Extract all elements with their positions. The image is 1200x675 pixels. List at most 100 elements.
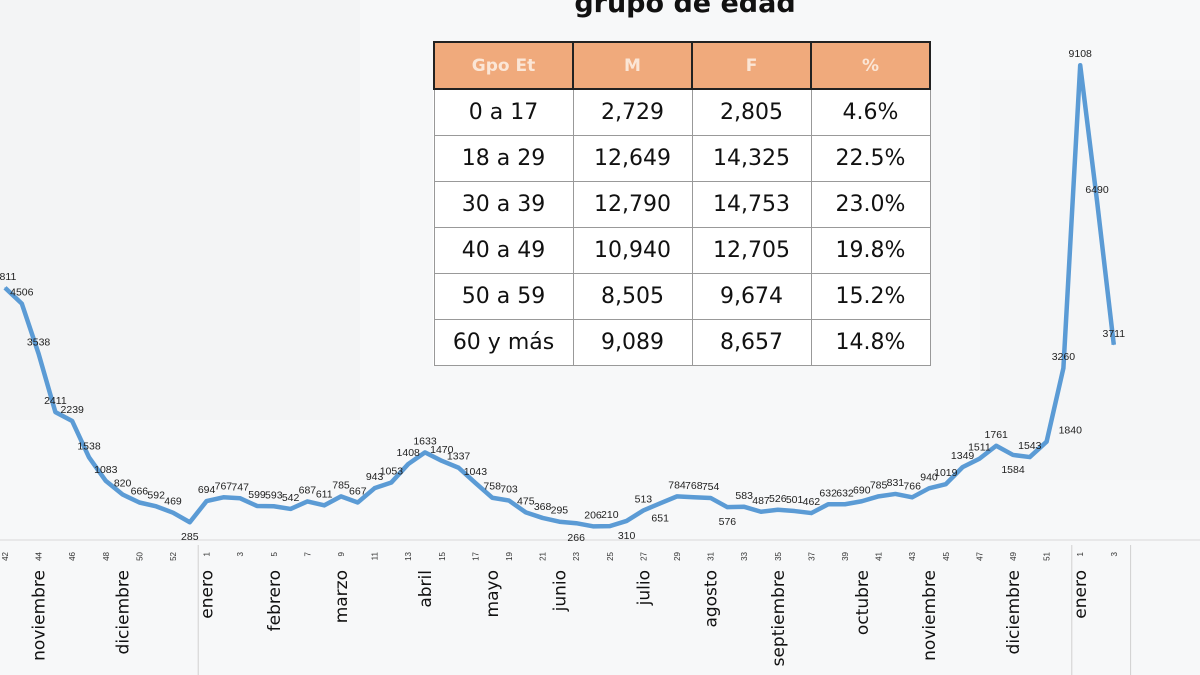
- data-point: [273, 505, 275, 507]
- data-point: [155, 505, 157, 507]
- data-point: [945, 483, 947, 485]
- x-tick-label: 51: [1043, 551, 1052, 560]
- cell-male: 10,940: [572, 227, 693, 274]
- data-label: 3260: [1052, 351, 1076, 363]
- data-label: 583: [735, 490, 753, 502]
- x-tick-label: 29: [673, 551, 682, 560]
- data-label: 2239: [61, 404, 85, 416]
- data-label: 1511: [968, 442, 991, 454]
- data-point: [1096, 200, 1098, 202]
- data-label: 1761: [985, 429, 1009, 441]
- data-point: [844, 503, 846, 505]
- data-label: 754: [702, 481, 720, 493]
- data-label: 831: [887, 477, 905, 489]
- data-point: [962, 466, 964, 468]
- x-tick-label: 5: [270, 551, 279, 556]
- data-label: 940: [920, 471, 938, 483]
- data-point: [542, 517, 544, 519]
- data-label: 4811: [0, 271, 16, 283]
- data-point: [1012, 454, 1014, 456]
- data-label: 576: [719, 516, 737, 528]
- cell-male: 12,649: [572, 135, 693, 182]
- data-point: [861, 500, 863, 502]
- data-label: 758: [483, 481, 501, 493]
- data-label: 542: [282, 492, 300, 504]
- data-label: 285: [181, 531, 199, 543]
- data-point: [105, 480, 107, 482]
- data-label: 593: [265, 489, 283, 501]
- cell-age-group: 50 a 59: [433, 273, 574, 320]
- month-label: septiembre: [769, 570, 789, 666]
- data-label: 768: [685, 480, 703, 492]
- x-tick-label: 39: [841, 551, 850, 560]
- data-label: 1337: [447, 451, 471, 463]
- age-group-table: Gpo Et M F % 0 a 17 2,729 2,805 4.6% 18 a 29…: [433, 41, 931, 366]
- data-label: 785: [332, 479, 350, 491]
- data-point: [659, 502, 661, 504]
- data-point: [575, 522, 577, 524]
- data-point: [323, 504, 325, 506]
- data-point: [710, 497, 712, 499]
- data-label: 785: [870, 479, 888, 491]
- data-point: [290, 508, 292, 510]
- data-point: [458, 467, 460, 469]
- x-tick-label: 41: [875, 551, 884, 560]
- data-label: 295: [551, 505, 569, 517]
- cell-male: 8,505: [572, 273, 693, 320]
- x-tick-label: 3: [236, 551, 245, 556]
- data-point: [928, 487, 930, 489]
- data-label: 767: [215, 480, 233, 492]
- data-label: 592: [147, 489, 165, 501]
- month-label: junio: [550, 570, 570, 612]
- data-label: 766: [903, 480, 921, 492]
- data-label: 2411: [44, 395, 67, 407]
- cell-percent: 23.0%: [810, 181, 931, 228]
- data-point: [794, 510, 796, 512]
- cell-percent: 15.2%: [810, 273, 931, 320]
- cell-percent: 19.8%: [810, 227, 931, 274]
- data-point: [810, 512, 812, 514]
- x-tick-label: 1: [203, 551, 212, 556]
- x-tick-label: 7: [303, 551, 312, 556]
- data-point: [508, 500, 510, 502]
- month-label: marzo: [332, 570, 352, 623]
- month-label: noviembre: [30, 570, 50, 661]
- data-point: [256, 505, 258, 507]
- data-point: [726, 506, 728, 508]
- data-point: [1046, 441, 1048, 443]
- x-tick-label: 44: [35, 551, 44, 560]
- table-title: grupo de edad: [574, 0, 796, 19]
- data-point: [390, 481, 392, 483]
- data-point: [189, 521, 191, 523]
- data-label: 266: [567, 532, 585, 544]
- data-point: [374, 487, 376, 489]
- data-point: [743, 506, 745, 508]
- data-point: [4, 287, 6, 289]
- data-point: [172, 512, 174, 514]
- data-point: [71, 420, 73, 422]
- data-point: [424, 451, 426, 453]
- data-label: 1349: [951, 450, 975, 462]
- x-tick-label: 15: [438, 551, 447, 560]
- data-point: [138, 502, 140, 504]
- data-label: 1840: [1059, 425, 1083, 437]
- data-label: 747: [231, 481, 249, 493]
- data-label: 526: [769, 493, 787, 505]
- header-percent: %: [810, 41, 931, 90]
- header-male: M: [572, 41, 693, 90]
- data-label: 1538: [77, 440, 101, 452]
- x-tick-label: 23: [572, 551, 581, 560]
- x-tick-label: 42: [1, 551, 10, 560]
- data-point: [760, 511, 762, 513]
- cell-age-group: 0 a 17: [433, 88, 574, 136]
- data-label: 694: [198, 484, 216, 496]
- data-point: [558, 521, 560, 523]
- x-tick-label: 45: [942, 551, 951, 560]
- data-point: [38, 353, 40, 355]
- data-label: 3538: [27, 337, 51, 349]
- x-tick-label: 46: [68, 551, 77, 560]
- data-point: [878, 495, 880, 497]
- x-tick-label: 27: [639, 551, 648, 560]
- table-row: 0 a 17 2,729 2,805 4.6%: [433, 88, 931, 136]
- month-label: enero: [198, 570, 218, 619]
